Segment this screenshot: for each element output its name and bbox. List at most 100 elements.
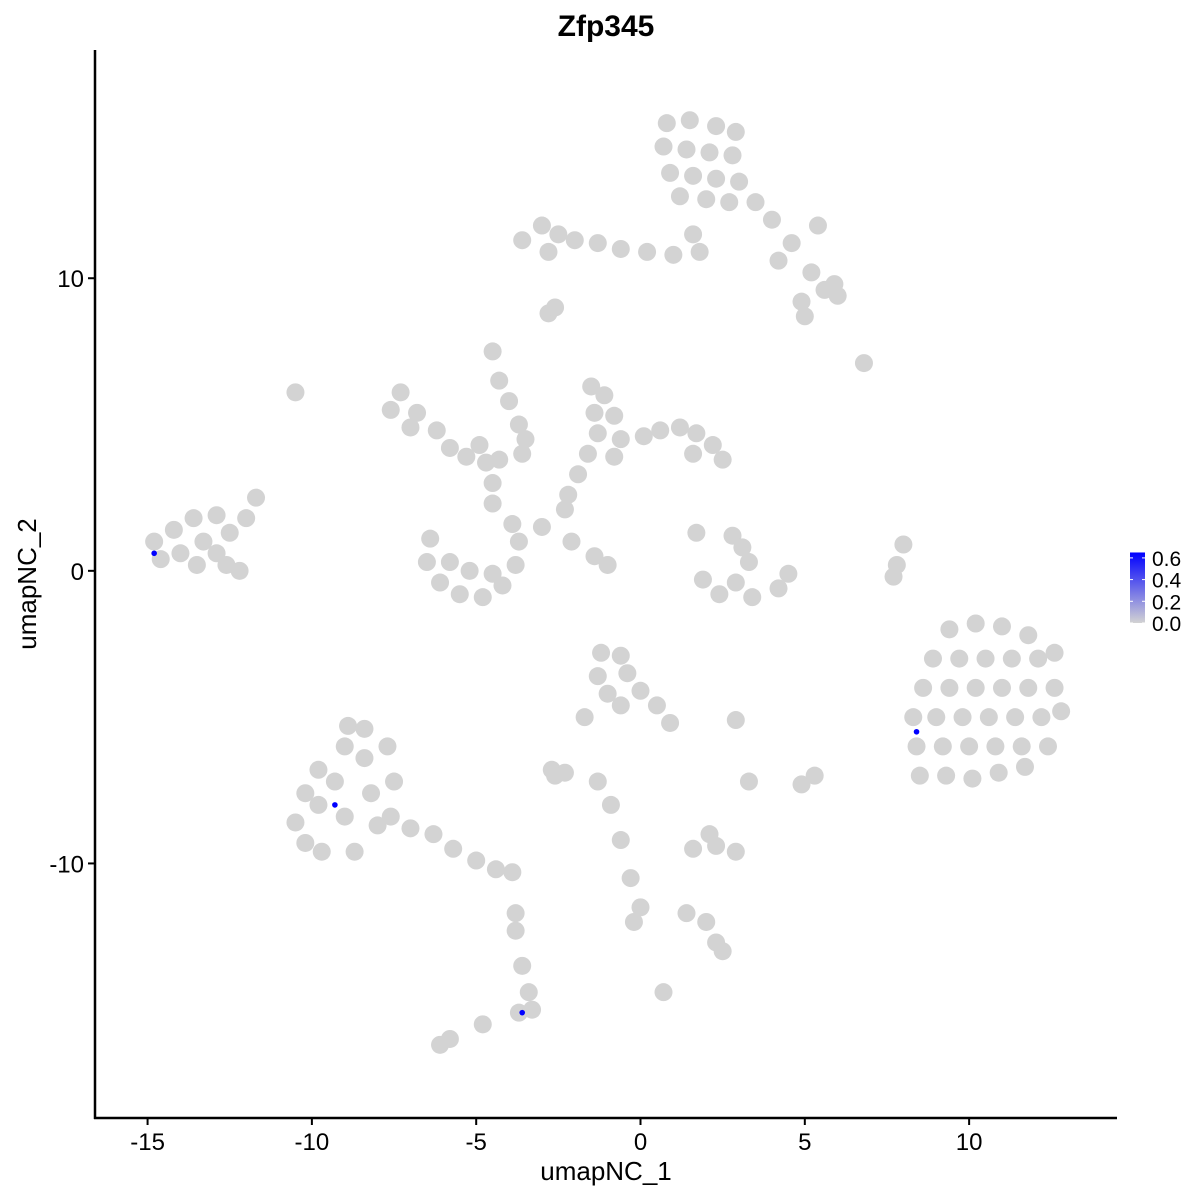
cell-point — [726, 711, 745, 730]
cell-point — [710, 585, 729, 604]
cell-point — [1019, 678, 1038, 697]
cell-point — [894, 535, 913, 554]
cell-point — [950, 649, 969, 668]
cell-point — [795, 307, 814, 326]
cell-point — [362, 784, 381, 803]
cell-point — [569, 465, 588, 484]
cell-point — [345, 842, 364, 861]
y-tick-label: 10 — [57, 266, 84, 293]
cell-point — [325, 772, 344, 791]
cell-point — [381, 807, 400, 826]
cell-point — [309, 795, 328, 814]
x-tick-label: -5 — [466, 1129, 487, 1156]
cell-point — [1012, 737, 1031, 756]
cell-point — [368, 816, 387, 835]
cell-point — [559, 485, 578, 504]
cell-point — [611, 239, 630, 258]
cell-point — [726, 573, 745, 592]
cell-point — [509, 532, 528, 551]
cell-point — [1019, 626, 1038, 645]
cell-point — [473, 588, 492, 607]
cell-point — [296, 784, 315, 803]
cell-point — [684, 839, 703, 858]
cell-point — [1045, 678, 1064, 697]
cell-point — [532, 517, 551, 536]
cell-point — [940, 678, 959, 697]
cell-point — [1029, 649, 1048, 668]
cell-point — [802, 263, 821, 282]
cell-point — [713, 450, 732, 469]
cell-point — [440, 438, 459, 457]
cell-point — [966, 614, 985, 633]
expressing-cell-point — [519, 1009, 526, 1016]
cell-point — [385, 772, 404, 791]
cell-point — [687, 424, 706, 443]
cell-point — [483, 494, 502, 513]
cell-point — [923, 649, 942, 668]
cell-point — [490, 450, 509, 469]
cell-point — [937, 766, 956, 785]
cell-point — [546, 298, 565, 317]
cell-point — [661, 713, 680, 732]
cell-point — [450, 585, 469, 604]
cell-point — [237, 509, 256, 528]
cell-point — [503, 863, 522, 882]
y-tick-label: 0 — [71, 559, 84, 586]
cell-point — [618, 664, 637, 683]
x-tick-label: -10 — [295, 1129, 330, 1156]
cell-point — [651, 421, 670, 440]
cell-point — [769, 579, 788, 598]
cell-point — [598, 555, 617, 574]
cell-point — [979, 708, 998, 727]
x-tick-label: 5 — [798, 1129, 811, 1156]
cell-point — [684, 166, 703, 185]
cell-point — [460, 561, 479, 580]
cell-point — [904, 708, 923, 727]
cell-point — [730, 172, 749, 191]
cell-point — [733, 538, 752, 557]
cell-point — [509, 1003, 528, 1022]
points-layer — [145, 111, 1071, 1054]
cell-point — [470, 436, 489, 455]
cell-point — [661, 163, 680, 182]
cell-point — [506, 555, 525, 574]
cell-point — [582, 377, 601, 396]
cell-point — [1052, 702, 1071, 721]
cell-point — [339, 716, 358, 735]
cell-point — [914, 678, 933, 697]
cell-point — [762, 210, 781, 229]
cell-point — [703, 436, 722, 455]
cell-point — [355, 719, 374, 738]
cell-point — [723, 146, 742, 165]
expressing-cell-point — [913, 728, 920, 735]
cell-point — [953, 708, 972, 727]
x-axis-label: umapNC_1 — [540, 1156, 672, 1186]
cell-point — [247, 488, 266, 507]
cell-point — [335, 737, 354, 756]
x-tick-label: -15 — [130, 1129, 165, 1156]
cell-point — [927, 708, 946, 727]
cell-point — [555, 500, 574, 519]
cell-point — [598, 684, 617, 703]
cell-point — [427, 421, 446, 440]
cell-point — [960, 737, 979, 756]
cell-point — [684, 444, 703, 463]
colorbar-label: 0.0 — [1152, 613, 1181, 636]
cell-point — [513, 444, 532, 463]
cell-point — [207, 506, 226, 525]
cell-point — [739, 553, 758, 572]
cell-point — [588, 772, 607, 791]
cell-point — [611, 831, 630, 850]
colorbar-label: 0.4 — [1152, 570, 1182, 593]
cell-point — [506, 921, 525, 940]
cell-point — [963, 769, 982, 788]
cell-point — [588, 234, 607, 253]
cell-point — [638, 242, 657, 261]
cell-point — [713, 942, 732, 961]
x-tick-label: 10 — [956, 1129, 983, 1156]
cell-point — [989, 763, 1008, 782]
cell-point — [506, 904, 525, 923]
cell-point — [670, 187, 689, 206]
cell-point — [513, 956, 532, 975]
y-axis-label: umapNC_2 — [12, 518, 42, 650]
